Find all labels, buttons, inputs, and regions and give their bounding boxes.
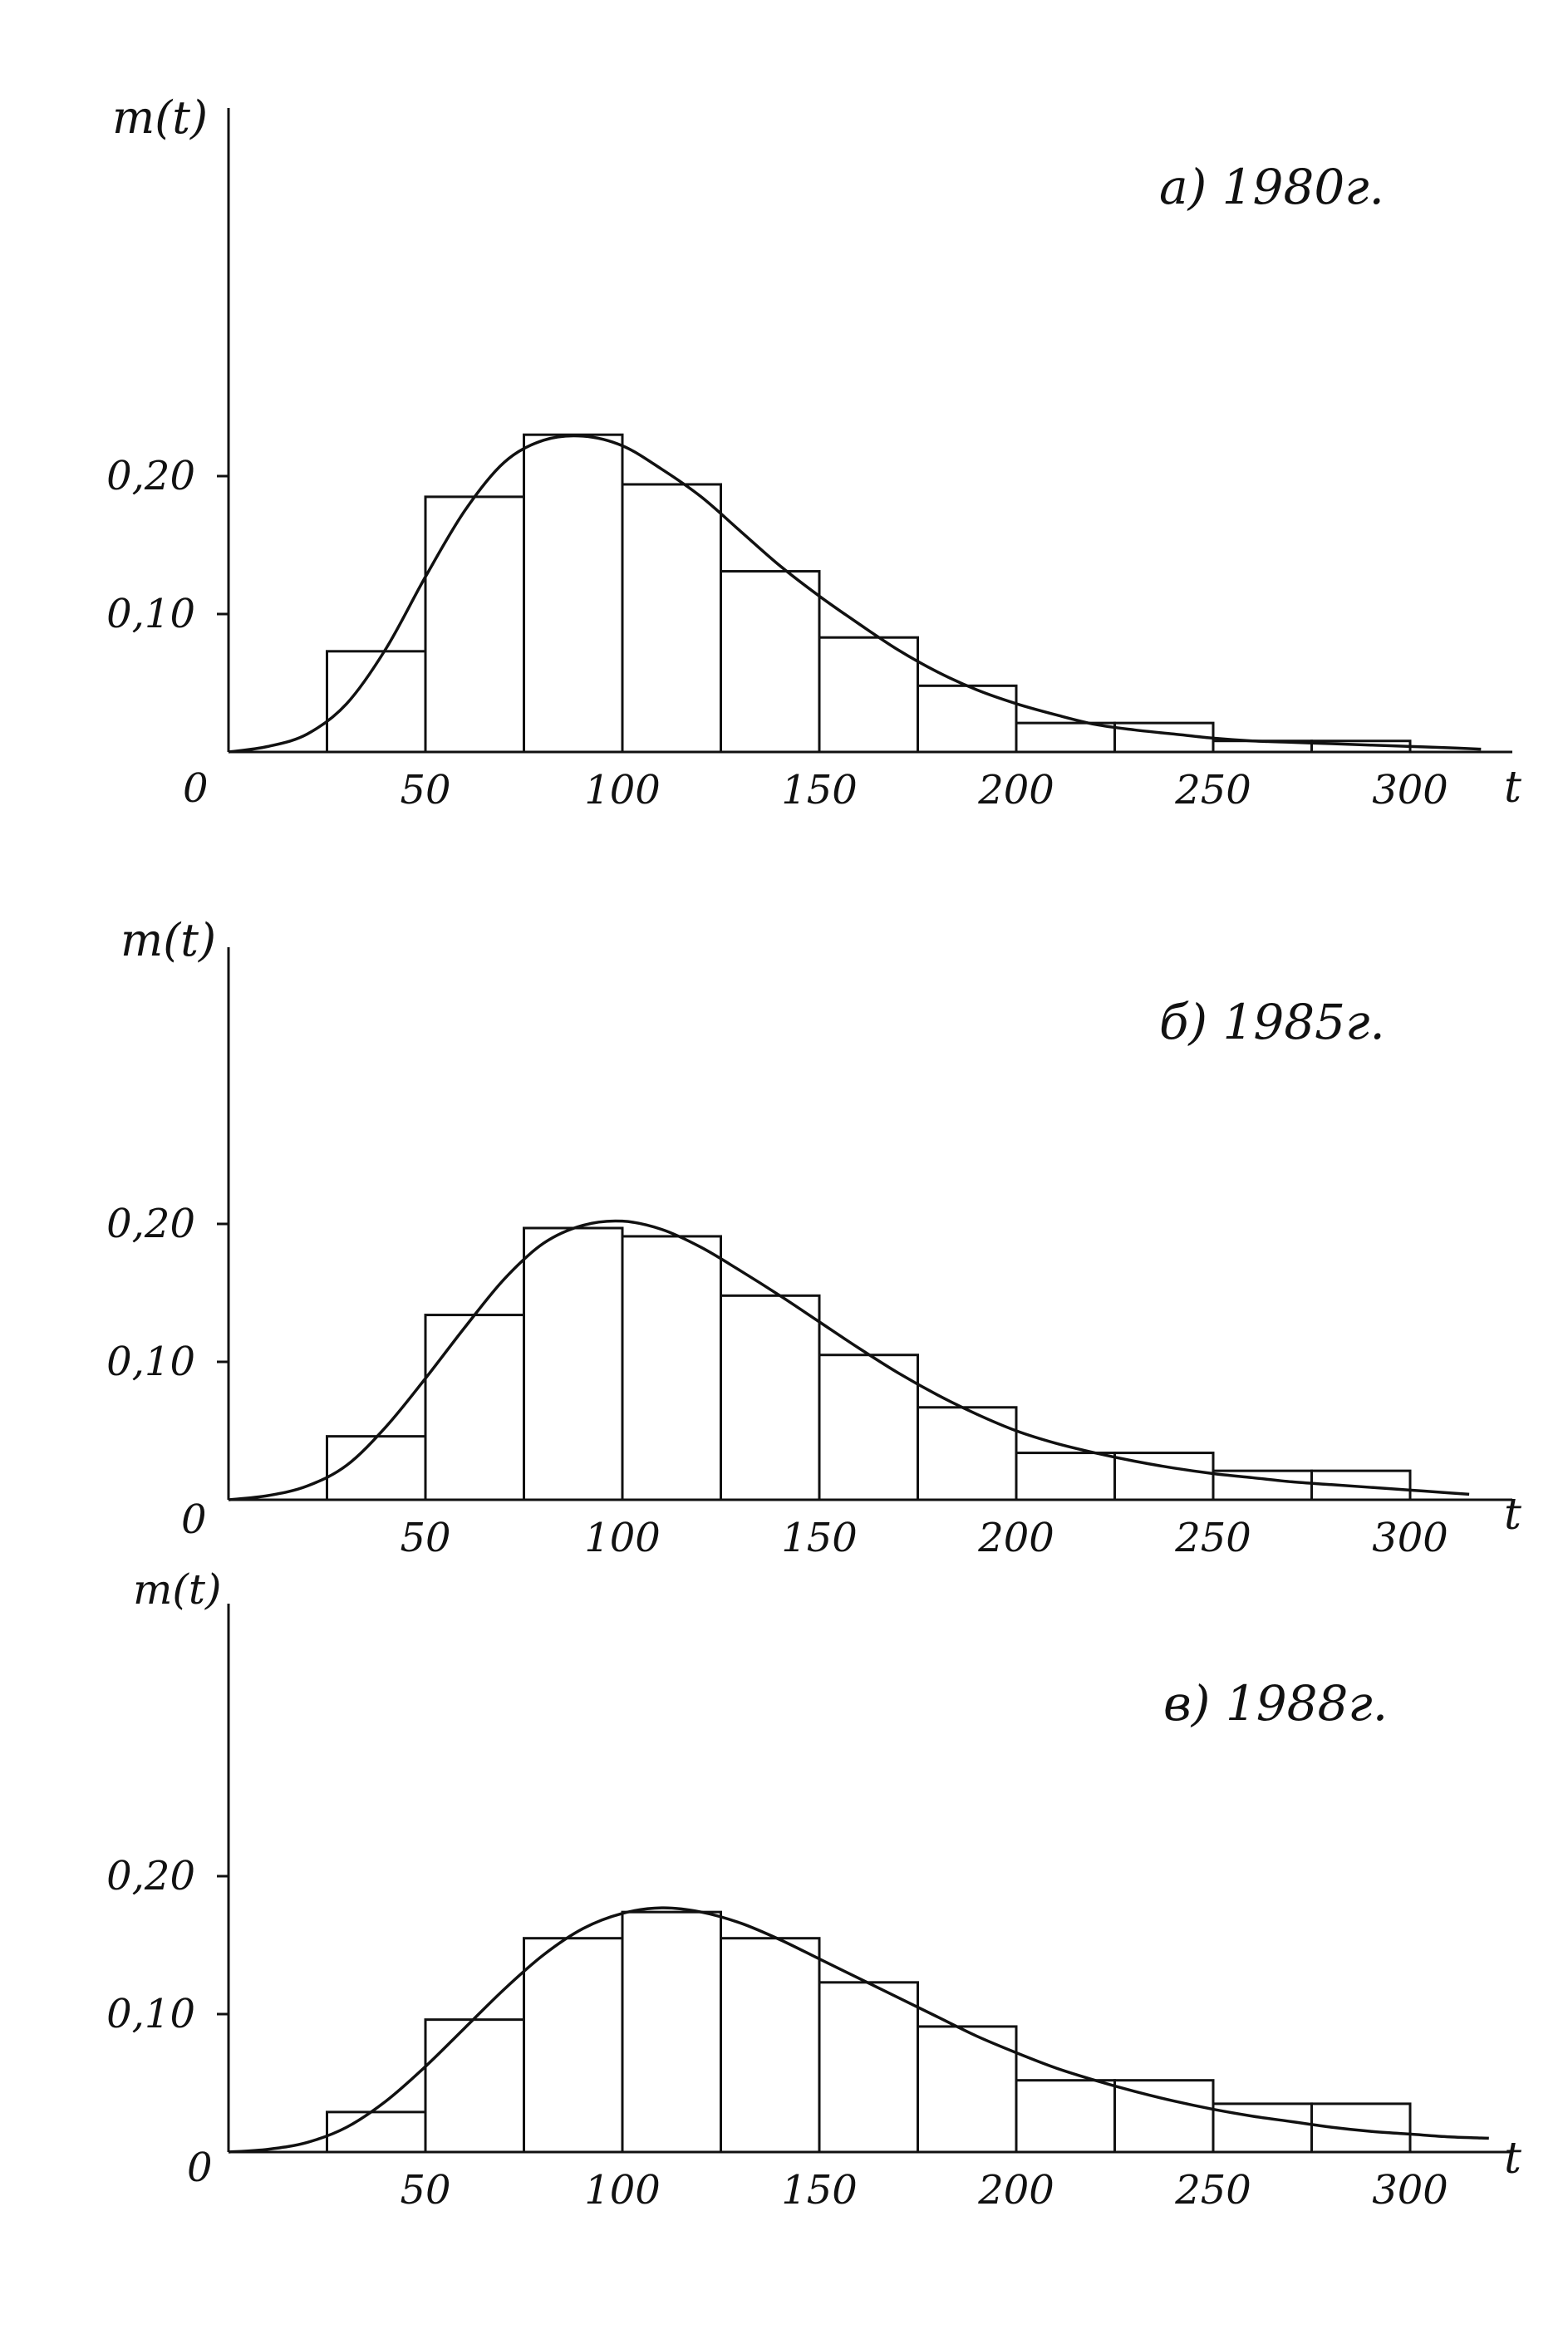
panel-b-bars: [326, 1226, 1412, 1501]
chart-panel-a: m(t) а) 1980г. 0 t 50 100 150 200 250 300 0,1…: [106, 91, 1521, 813]
panel-b-x-tick-label: 200: [977, 1515, 1054, 1561]
panel-a-bar: [523, 433, 624, 754]
panel-a-fitted-curve: [228, 434, 1482, 754]
panel-b-origin-label: 0: [181, 1496, 207, 1543]
panel-b-bar: [621, 1235, 722, 1501]
panel-a-x-tick-label: 200: [977, 767, 1054, 813]
panel-c-x-tick-label: 150: [781, 2167, 858, 2214]
panel-b-fitted-curve: [228, 1219, 1470, 1501]
panel-c-curve-layer: [228, 1906, 1489, 2154]
panel-a-bar: [424, 495, 525, 754]
panel-c-x-tick-label: 250: [1174, 2167, 1251, 2214]
panel-a-bars: [326, 433, 1412, 754]
panel-b-bar: [917, 1406, 1018, 1501]
panel-c-ylabel: m(t): [133, 1565, 222, 1614]
panel-c-bar: [1015, 2079, 1116, 2154]
panel-b-bar: [424, 1314, 525, 1501]
panel-b-curve-layer: [228, 1219, 1470, 1501]
panel-c-y-tick-label: 0,10: [106, 1991, 195, 2037]
panel-a-bar: [1015, 721, 1116, 754]
panel-b-bar: [720, 1294, 821, 1501]
panel-b-x-tick-label: 300: [1372, 1515, 1448, 1561]
panel-c-y-tick-labels: 0,10 0,20: [106, 1853, 195, 2037]
panel-a-bar: [720, 570, 821, 754]
panel-b-x-tick-label: 250: [1174, 1515, 1251, 1561]
panel-b-axes: [217, 947, 1512, 1501]
panel-a-x-tick-label: 300: [1372, 767, 1448, 813]
panel-b-x-tick-label: 50: [400, 1515, 450, 1561]
panel-c-bar: [720, 1937, 821, 2154]
panel-a-bar: [326, 650, 427, 754]
panel-b-bar: [523, 1226, 624, 1501]
panel-a-x-tick-label: 50: [400, 767, 450, 813]
panel-a-x-tick-label: 100: [584, 767, 661, 813]
panel-c-bar: [621, 1910, 722, 2154]
panel-c-title: в) 1988г.: [1163, 1675, 1388, 1732]
panel-c-bar: [424, 2018, 525, 2154]
panel-a-x-tick-label: 250: [1174, 767, 1251, 813]
panel-a-x-tick-labels: 50 100 150 200 250 300: [400, 767, 1448, 813]
panel-b-y-tick-labels: 0,10 0,20: [106, 1201, 195, 1385]
panel-a-xlabel: t: [1504, 763, 1521, 813]
chart-panel-b: m(t) б) 1985г. 0 t 50 100 150 200 250 300 0,1…: [106, 914, 1521, 1561]
panel-a-ylabel: m(t): [112, 91, 208, 144]
panel-c-bar: [818, 1981, 919, 2154]
panel-b-x-tick-label: 150: [781, 1515, 858, 1561]
panel-b-x-tick-label: 100: [584, 1515, 661, 1561]
panel-a-x-tick-label: 150: [781, 767, 858, 813]
panel-a-title: а) 1980г.: [1159, 159, 1384, 215]
panel-c-origin-label: 0: [187, 2145, 213, 2191]
panel-b-xlabel: t: [1504, 1490, 1521, 1540]
panel-c-bar: [523, 1937, 624, 2154]
panel-b-y-tick-label: 0,20: [106, 1201, 195, 1247]
panel-c-axes: [217, 1604, 1512, 2154]
panel-c-x-tick-label: 50: [400, 2167, 450, 2214]
panel-b-title: б) 1985г.: [1159, 994, 1385, 1050]
panel-c-x-tick-label: 100: [584, 2167, 661, 2214]
panel-a-bar: [917, 684, 1018, 754]
panel-c-x-tick-label: 300: [1372, 2167, 1448, 2214]
panel-b-bar: [1015, 1452, 1116, 1501]
panel-a-y-tick-label: 0,10: [106, 591, 195, 637]
panel-c-bars: [326, 1910, 1412, 2154]
panel-c-xlabel: t: [1504, 2134, 1521, 2184]
panel-a-y-tick-label: 0,20: [106, 453, 195, 499]
panel-c-y-tick-label: 0,20: [106, 1853, 195, 1899]
panel-a-y-tick-labels: 0,10 0,20: [106, 453, 195, 637]
panel-a-bar: [621, 483, 722, 754]
panel-a-curve-layer: [228, 434, 1482, 754]
panel-b-y-tick-label: 0,10: [106, 1339, 195, 1385]
chart-panel-c: m(t) в) 1988г. 0 t 50 100 150 200 250 300 0,1…: [106, 1565, 1521, 2214]
panel-c-x-tick-labels: 50 100 150 200 250 300: [400, 2167, 1448, 2214]
panel-a-bar: [818, 636, 919, 754]
panel-b-ylabel: m(t): [120, 914, 216, 966]
panel-a-origin-label: 0: [183, 765, 209, 812]
panel-c-bar: [326, 2110, 427, 2154]
panel-b-x-tick-labels: 50 100 150 200 250 300: [400, 1515, 1448, 1561]
panel-c-fitted-curve: [228, 1906, 1489, 2154]
panel-c-x-tick-label: 200: [977, 2167, 1054, 2214]
panel-a-axes: [217, 108, 1512, 754]
